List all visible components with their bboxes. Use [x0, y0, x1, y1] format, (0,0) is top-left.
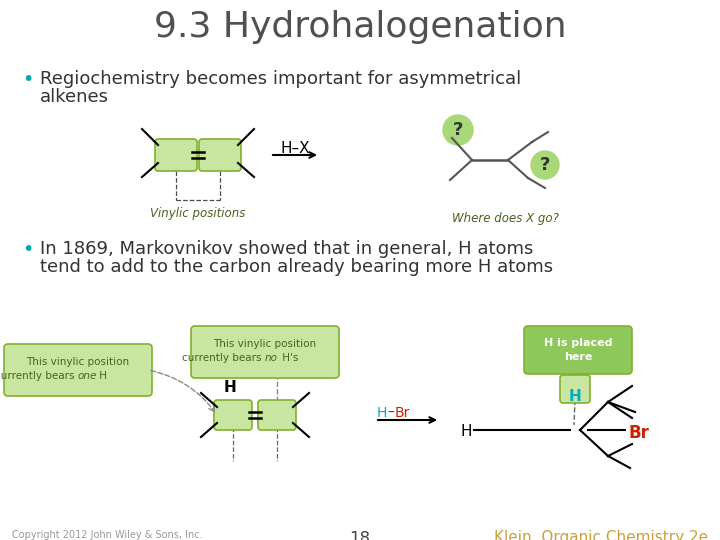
- Text: H: H: [569, 389, 581, 404]
- Text: H's: H's: [279, 353, 298, 363]
- FancyBboxPatch shape: [4, 344, 152, 396]
- Text: Klein, Organic Chemistry 2e: Klein, Organic Chemistry 2e: [494, 530, 708, 540]
- Text: 18: 18: [349, 530, 371, 540]
- Text: here: here: [564, 352, 592, 362]
- Text: H–X: H–X: [280, 141, 310, 156]
- Text: currently bears: currently bears: [0, 371, 78, 381]
- FancyBboxPatch shape: [199, 139, 241, 171]
- Text: •: •: [22, 240, 33, 259]
- Text: In 1869, Markovnikov showed that in general, H atoms: In 1869, Markovnikov showed that in gene…: [40, 240, 534, 258]
- Text: Copyright 2012 John Wiley & Sons, Inc.: Copyright 2012 John Wiley & Sons, Inc.: [12, 530, 202, 540]
- Text: one: one: [78, 371, 97, 381]
- Text: alkenes: alkenes: [40, 88, 109, 106]
- Text: H: H: [460, 424, 472, 439]
- Text: H: H: [96, 371, 107, 381]
- Text: Br: Br: [628, 424, 649, 442]
- FancyBboxPatch shape: [560, 375, 590, 403]
- FancyBboxPatch shape: [155, 139, 197, 171]
- Circle shape: [443, 115, 473, 145]
- FancyBboxPatch shape: [214, 400, 252, 430]
- Text: no: no: [265, 353, 278, 363]
- Circle shape: [531, 151, 559, 179]
- Text: Br: Br: [395, 406, 410, 420]
- Text: This vinylic position: This vinylic position: [27, 357, 130, 367]
- Text: ?: ?: [453, 121, 463, 139]
- FancyBboxPatch shape: [191, 326, 339, 378]
- Text: ?: ?: [540, 156, 550, 174]
- Text: Regiochemistry becomes important for asymmetrical: Regiochemistry becomes important for asy…: [40, 70, 521, 88]
- Text: H: H: [224, 380, 236, 395]
- FancyBboxPatch shape: [524, 326, 632, 374]
- Text: tend to add to the carbon already bearing more H atoms: tend to add to the carbon already bearin…: [40, 258, 553, 276]
- Text: H: H: [377, 406, 387, 420]
- Text: This vinylic position: This vinylic position: [213, 339, 317, 349]
- Text: currently bears: currently bears: [182, 353, 265, 363]
- FancyBboxPatch shape: [258, 400, 296, 430]
- Text: H is placed: H is placed: [544, 338, 612, 348]
- Text: 9.3 Hydrohalogenation: 9.3 Hydrohalogenation: [153, 10, 567, 44]
- Text: Vinylic positions: Vinylic positions: [150, 207, 246, 220]
- Text: •: •: [22, 70, 33, 89]
- Text: Where does X go?: Where does X go?: [451, 212, 559, 225]
- Text: –: –: [387, 406, 394, 420]
